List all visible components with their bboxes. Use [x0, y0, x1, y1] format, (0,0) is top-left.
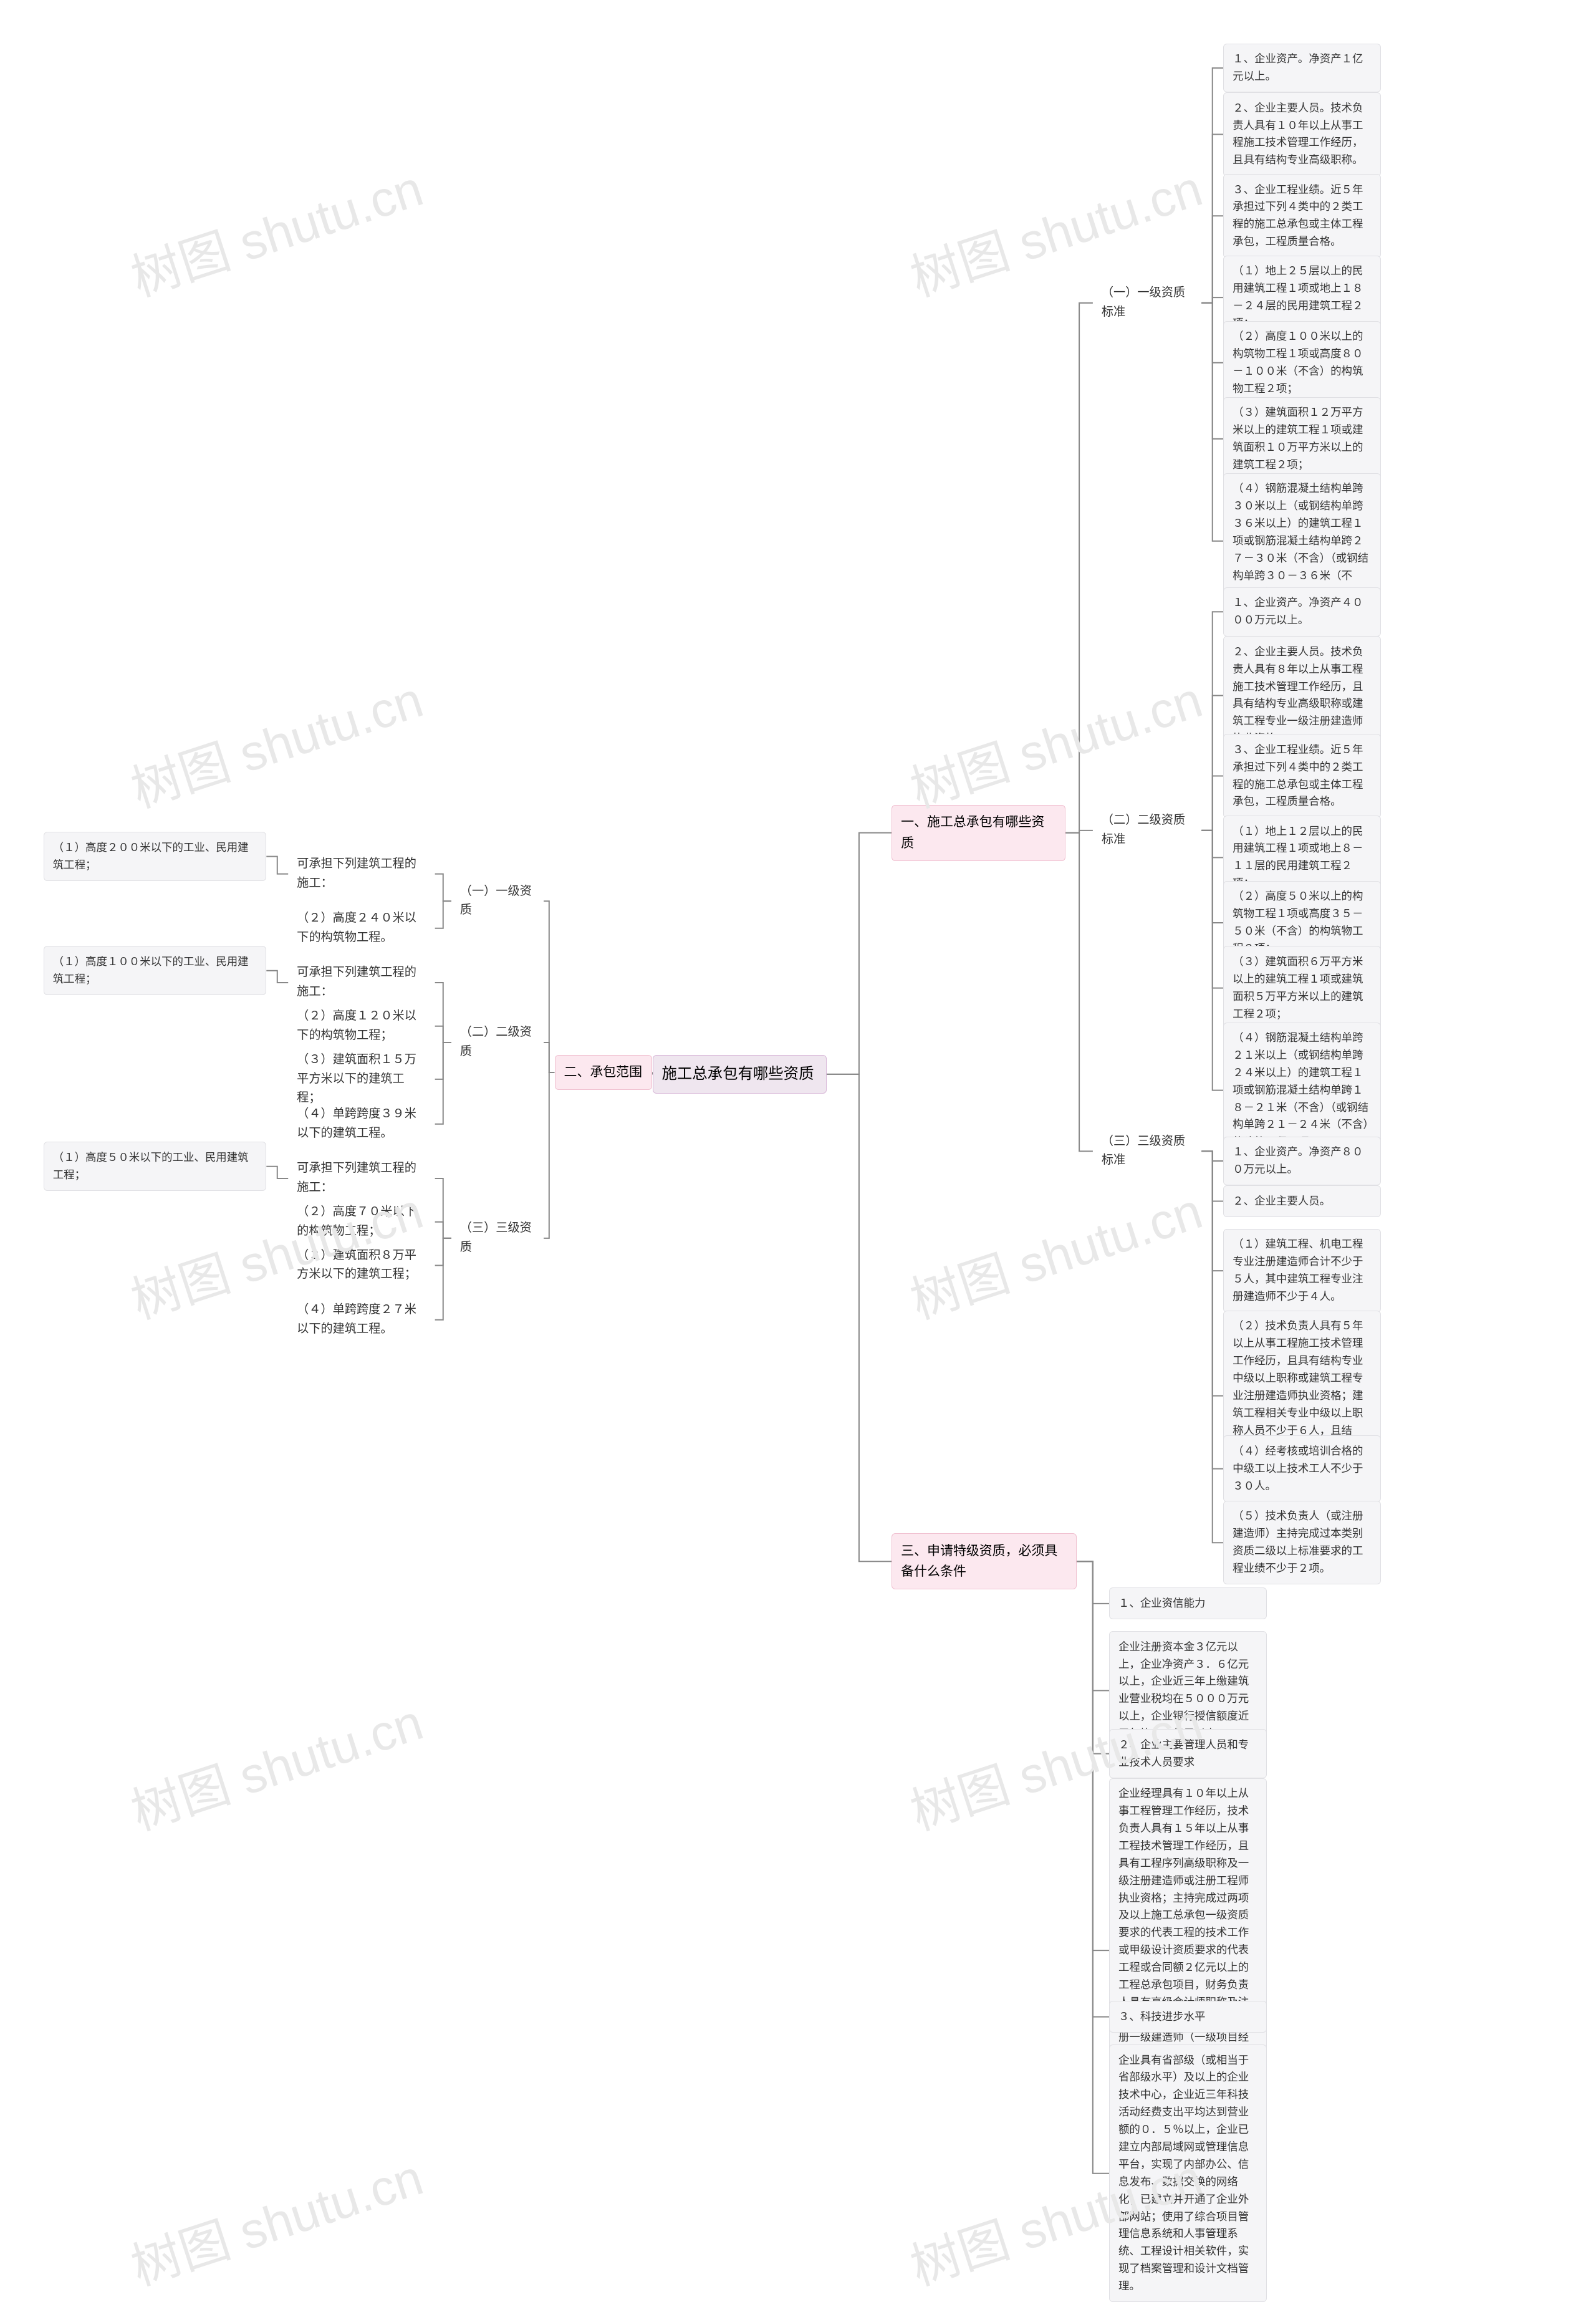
node-s3: 三、申请特级资质，必须具备什么条件: [892, 1533, 1077, 1589]
node-s2a1: （１）高度２００米以下的工业、民用建筑工程；: [44, 832, 267, 881]
node-s1a: （一）一级资质标准: [1093, 277, 1201, 329]
node-s1b1: １、企业资产。净资产４０００万元以上。: [1223, 587, 1381, 637]
node-s2c: （三）三级资质: [451, 1213, 544, 1264]
node-s3e: ３、科技进步水平: [1109, 2001, 1267, 2033]
watermark: 树图 shutu.cn: [900, 660, 1210, 822]
node-s2b: （二）二级资质: [451, 1017, 544, 1068]
node-s1b3: ３、企业工程业绩。近５年承担过下列４类中的２类工程的施工总承包或主体工程承包，工…: [1223, 734, 1381, 817]
node-s2c4: （４）单跨跨度２７米以下的建筑工程。: [288, 1294, 435, 1346]
node-s1a5: （２）高度１００米以上的构筑物工程１项或高度８０－１００米（不含）的构筑物工程２…: [1223, 321, 1381, 405]
node-s2a0: 可承担下列建筑工程的施工：: [288, 848, 435, 899]
node-s2b4: （４）单跨跨度３９米以下的建筑工程。: [288, 1099, 435, 1150]
node-s2c1: （１）高度５０米以下的工业、民用建筑工程；: [44, 1142, 267, 1191]
node-s3c: ２、企业主要管理人员和专业技术人员要求: [1109, 1729, 1267, 1778]
watermark: 树图 shutu.cn: [121, 2137, 431, 2300]
node-s1a1: １、企业资产。净资产１亿元以上。: [1223, 44, 1381, 93]
node-s2a2: （２）高度２４０米以下的构筑物工程。: [288, 903, 435, 954]
node-s1a3: ３、企业工程业绩。近５年承担过下列４类中的２类工程的施工总承包或主体工程承包，工…: [1223, 174, 1381, 258]
watermark: 树图 shutu.cn: [121, 148, 431, 311]
node-s1c1: １、企业资产。净资产８００万元以上。: [1223, 1137, 1381, 1186]
node-s1: 一、施工总承包有哪些资质: [892, 805, 1065, 861]
mindmap-canvas: 施工总承包有哪些资质 一、施工总承包有哪些资质二、承包范围三、申请特级资质，必须具…: [0, 0, 1596, 2240]
node-s1b: （二）二级资质标准: [1093, 805, 1201, 856]
watermark: 树图 shutu.cn: [900, 1171, 1210, 1333]
watermark: 树图 shutu.cn: [121, 660, 431, 822]
node-s2c3: （３）建筑面积８万平方米以下的建筑工程；: [288, 1240, 435, 1291]
node-s3f: 企业具有省部级（或相当于省部级水平）及以上的企业技术中心，企业近三年科技活动经费…: [1109, 2044, 1267, 2302]
node-s3a: １、企业资信能力: [1109, 1587, 1267, 1619]
node-s1c3: （１）建筑工程、机电工程专业注册建造师合计不少于５人，其中建筑工程专业注册建造师…: [1223, 1229, 1381, 1312]
node-s1c2: ２、企业主要人员。: [1223, 1185, 1381, 1217]
node-s2a: （一）一级资质: [451, 875, 544, 927]
node-s2b1: （１）高度１００米以下的工业、民用建筑工程；: [44, 946, 267, 995]
node-s2: 二、承包范围: [555, 1055, 653, 1090]
node-root: 施工总承包有哪些资质: [653, 1055, 827, 1094]
node-s1c: （三）三级资质标准: [1093, 1125, 1201, 1177]
node-s1a6: （３）建筑面积１２万平方米以上的建筑工程１项或建筑面积１０万平方米以上的建筑工程…: [1223, 397, 1381, 481]
node-s1c6: （５）技术负责人（或注册建造师）主持完成过本类别资质二级以上标准要求的工程业绩不…: [1223, 1501, 1381, 1584]
node-s1c5: （４）经考核或培训合格的中级工以上技术工人不少于３０人。: [1223, 1435, 1381, 1502]
node-s1a2: ２、企业主要人员。技术负责人具有１０年以上从事工程施工技术管理工作经历，且具有结…: [1223, 92, 1381, 176]
watermark: 树图 shutu.cn: [121, 1682, 431, 1844]
node-s1b6: （３）建筑面积６万平方米以上的建筑工程１项或建筑面积５万平方米以上的建筑工程２项…: [1223, 946, 1381, 1029]
